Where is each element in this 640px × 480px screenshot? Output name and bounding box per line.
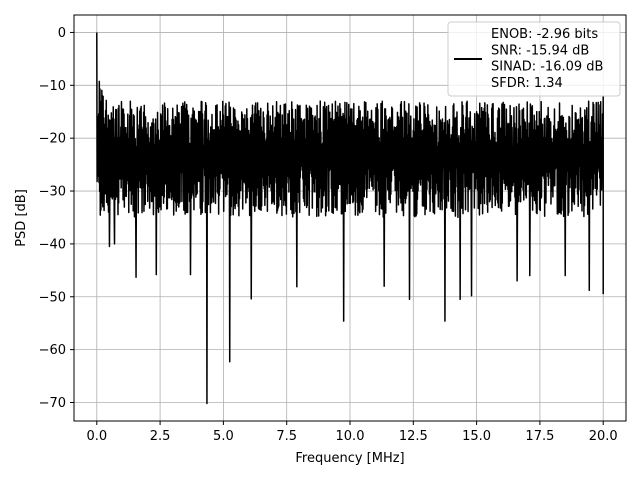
y-axis-ticks: 0 −10 −20 −30 −40 −50 −60 −70 (39, 26, 74, 411)
legend-sinad: SINAD: -16.09 dB (491, 60, 603, 75)
y-tick-label: −30 (39, 185, 66, 200)
y-tick-label: 0 (58, 26, 66, 41)
x-tick-label: 12.5 (399, 429, 428, 444)
x-tick-label: 15.0 (462, 429, 491, 444)
y-tick-label: −20 (39, 132, 66, 147)
y-tick-label: −60 (39, 343, 66, 358)
psd-series-line (96, 32, 604, 405)
x-tick-label: 5.0 (213, 429, 234, 444)
legend-sfdr: SFDR: 1.34 (491, 76, 563, 91)
legend-box (447, 21, 621, 97)
y-tick-label: −50 (39, 290, 66, 305)
legend-enob: ENOB: -2.96 bits (491, 27, 598, 42)
legend: ENOB: -2.96 bits SNR: -15.94 dB SINAD: -… (447, 21, 621, 97)
x-tick-label: 7.5 (276, 429, 297, 444)
y-axis-title: PSD [dB] (14, 189, 29, 247)
x-axis-ticks: 0.0 2.5 5.0 7.5 10.0 12.5 15.0 17.5 20.0 (86, 421, 618, 444)
x-tick-label: 20.0 (589, 429, 618, 444)
x-tick-label: 0.0 (86, 429, 107, 444)
y-tick-label: −70 (39, 396, 66, 411)
x-tick-label: 2.5 (150, 429, 171, 444)
x-tick-label: 17.5 (525, 429, 554, 444)
series-layer (96, 32, 604, 405)
y-tick-label: −40 (39, 237, 66, 252)
x-tick-label: 10.0 (336, 429, 365, 444)
y-tick-label: −10 (39, 79, 66, 94)
legend-snr: SNR: -15.94 dB (491, 43, 589, 58)
x-axis-title: Frequency [MHz] (295, 451, 404, 466)
